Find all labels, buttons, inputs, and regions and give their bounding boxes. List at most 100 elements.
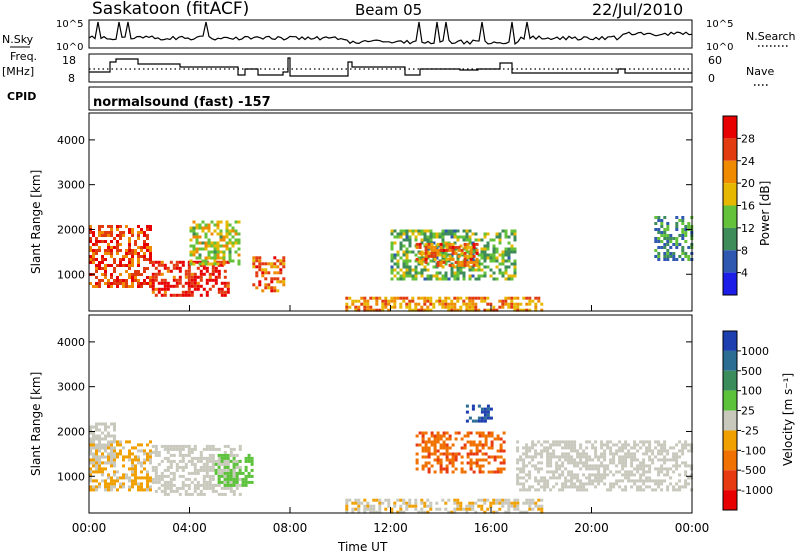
echo-cell bbox=[448, 245, 452, 249]
echo-cell bbox=[222, 262, 226, 266]
echo-cell bbox=[193, 486, 197, 490]
echo-cell bbox=[504, 299, 508, 303]
echo-cell bbox=[247, 471, 251, 475]
echo-cell bbox=[232, 477, 236, 481]
echo-cell bbox=[621, 479, 625, 483]
echo-cell bbox=[451, 455, 455, 459]
echo-cell bbox=[435, 274, 439, 278]
echo-cell bbox=[137, 461, 140, 465]
echo-cell bbox=[486, 410, 490, 414]
echo-cell bbox=[472, 260, 476, 264]
echo-cell bbox=[501, 229, 505, 233]
echo-cell bbox=[627, 455, 631, 459]
echo-cell bbox=[402, 238, 406, 242]
echo-cell bbox=[681, 231, 685, 234]
echo-cell bbox=[537, 507, 541, 511]
echo-cell bbox=[654, 222, 658, 225]
echo-cell bbox=[223, 483, 227, 487]
echo-cell bbox=[101, 225, 104, 228]
echo-cell bbox=[427, 437, 431, 441]
echo-cell bbox=[513, 232, 517, 236]
echo-cell bbox=[137, 246, 140, 249]
echo-cell bbox=[146, 228, 149, 231]
echo-cell bbox=[603, 458, 607, 462]
echo-cell bbox=[468, 305, 472, 309]
echo-cell bbox=[672, 488, 676, 492]
echo-cell bbox=[660, 464, 664, 468]
echo-cell bbox=[166, 459, 170, 463]
echo-cell bbox=[149, 255, 152, 258]
echo-cell bbox=[475, 263, 479, 267]
echo-cell bbox=[95, 428, 98, 432]
echo-cell bbox=[110, 434, 113, 438]
echo-cell bbox=[211, 462, 215, 466]
echo-cell bbox=[552, 473, 556, 477]
echo-cell bbox=[225, 244, 229, 248]
echo-cell bbox=[393, 235, 397, 239]
echo-cell bbox=[516, 446, 520, 450]
echo-cell bbox=[399, 229, 403, 233]
echo-cell bbox=[107, 440, 110, 444]
echo-cell bbox=[408, 501, 412, 505]
echo-cell bbox=[107, 252, 110, 255]
echo-cell bbox=[208, 272, 212, 276]
echo-cell bbox=[543, 482, 547, 486]
echo-cell bbox=[462, 271, 466, 275]
echo-cell bbox=[89, 485, 92, 489]
echo-cell bbox=[98, 249, 101, 252]
echo-cell bbox=[687, 225, 691, 228]
echo-cell bbox=[480, 419, 484, 423]
echo-cell bbox=[475, 443, 479, 447]
echo-cell bbox=[438, 250, 442, 254]
echo-cell bbox=[496, 470, 500, 474]
echo-cell bbox=[408, 268, 412, 272]
echo-cell bbox=[415, 467, 419, 471]
echo-cell bbox=[519, 482, 523, 486]
echo-cell bbox=[525, 510, 529, 514]
echo-cell bbox=[525, 308, 529, 312]
echo-cell bbox=[567, 473, 571, 477]
echo-cell bbox=[498, 268, 502, 272]
echo-cell bbox=[220, 492, 224, 496]
echo-cell bbox=[405, 507, 409, 511]
echo-cell bbox=[480, 247, 484, 251]
echo-cell bbox=[445, 245, 449, 249]
echo-cell bbox=[519, 455, 523, 459]
echo-cell bbox=[597, 467, 601, 471]
echo-cell bbox=[244, 465, 248, 469]
echo-cell bbox=[134, 473, 137, 477]
echo-cell bbox=[220, 281, 224, 285]
echo-cell bbox=[615, 482, 619, 486]
echo-cell bbox=[546, 458, 550, 462]
echo-cell bbox=[456, 501, 460, 505]
echo-cell bbox=[107, 473, 110, 477]
echo-cell bbox=[267, 262, 271, 266]
echo-cell bbox=[199, 272, 203, 276]
echo-cell bbox=[169, 444, 173, 448]
echo-cell bbox=[468, 416, 472, 420]
echo-cell bbox=[442, 254, 446, 258]
echo-cell bbox=[463, 434, 467, 438]
echo-cell bbox=[528, 455, 532, 459]
echo-cell bbox=[354, 498, 358, 502]
echo-cell bbox=[396, 498, 400, 502]
echo-cell bbox=[134, 464, 137, 468]
echo-cell bbox=[681, 485, 685, 489]
echo-cell bbox=[657, 467, 661, 471]
echo-cell bbox=[466, 431, 470, 435]
echo-cell bbox=[441, 302, 445, 306]
echo-cell bbox=[143, 255, 146, 258]
echo-cell bbox=[116, 264, 119, 267]
echo-cell bbox=[672, 464, 676, 468]
echo-cell bbox=[471, 504, 475, 508]
velocity-y-label: Slant Range [km] bbox=[29, 372, 43, 476]
echo-cell bbox=[208, 483, 212, 487]
echo-cell bbox=[453, 277, 457, 281]
echo-cell bbox=[390, 232, 394, 236]
echo-cell bbox=[192, 250, 196, 254]
echo-cell bbox=[642, 461, 646, 465]
echo-cell bbox=[264, 283, 268, 287]
echo-cell bbox=[471, 507, 475, 511]
echo-cell bbox=[484, 443, 488, 447]
echo-cell bbox=[95, 282, 98, 285]
